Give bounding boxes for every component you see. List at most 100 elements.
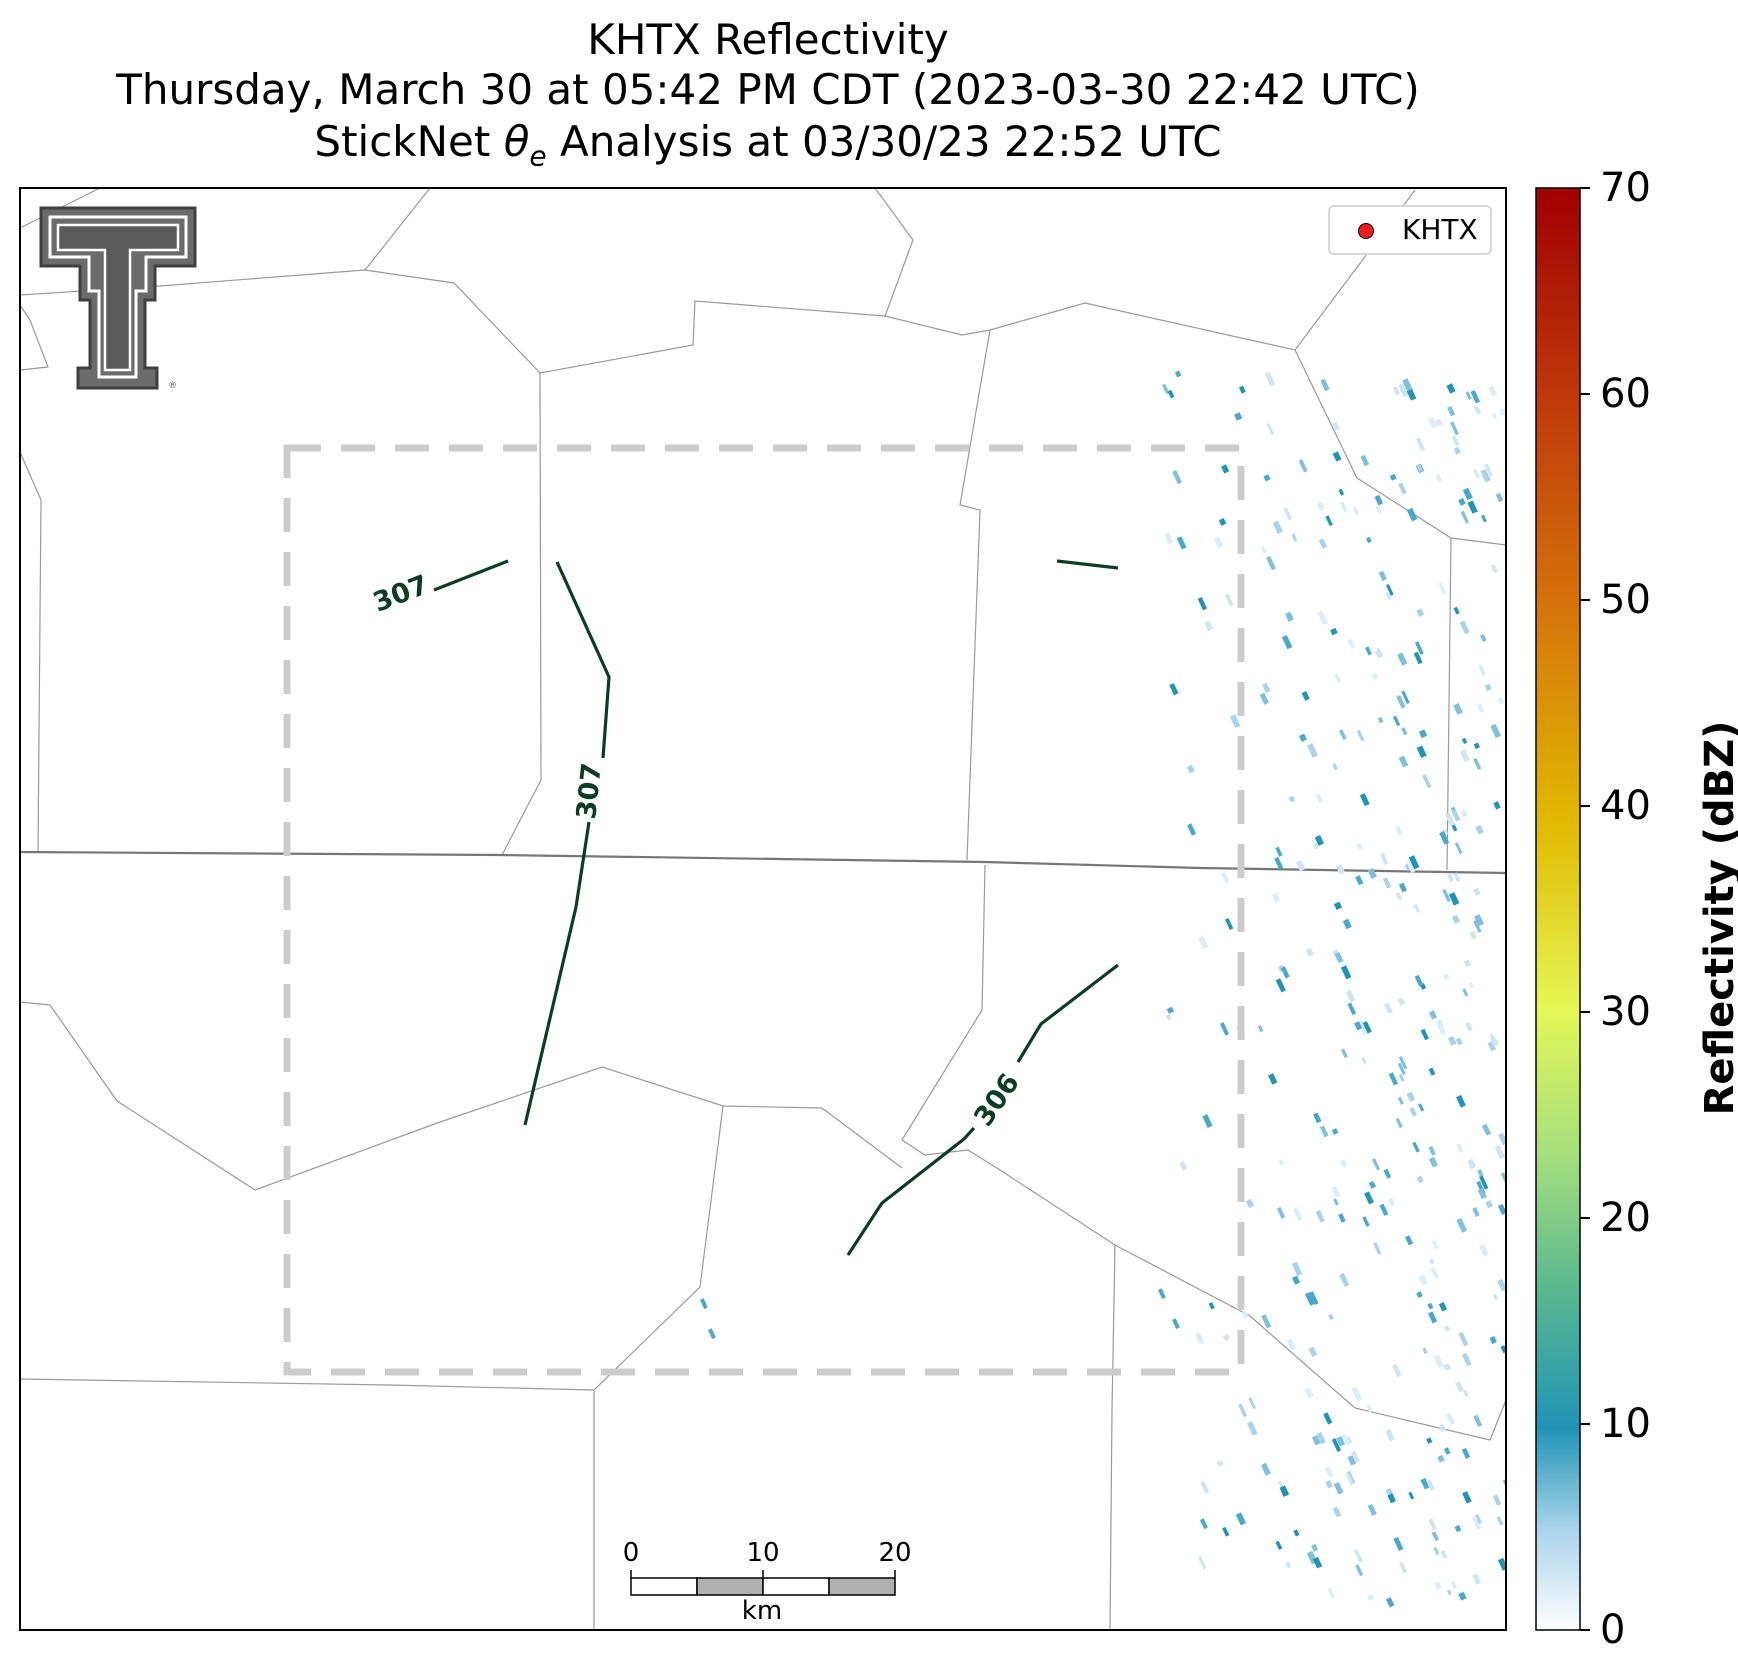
reflectivity-echo — [1490, 723, 1502, 739]
reflectivity-echo — [1465, 1022, 1473, 1032]
reflectivity-echo — [1406, 860, 1416, 874]
reflectivity-echo — [1275, 978, 1286, 993]
reflectivity-echo — [1416, 745, 1427, 759]
contour-307-central-north — [555, 561, 611, 759]
reflectivity-echo — [1476, 703, 1485, 713]
reflectivity-echo — [1461, 737, 1468, 745]
reflectivity-echo — [1475, 824, 1484, 835]
reflectivity-echo — [1362, 1216, 1370, 1227]
reflectivity-echo — [1428, 1067, 1436, 1076]
reflectivity-echo — [1325, 1480, 1333, 1489]
scale-bar-tick-label: 10 — [746, 1538, 780, 1568]
reflectivity-echo — [1443, 1325, 1451, 1332]
reflectivity-echo — [1213, 536, 1224, 549]
reflectivity-echo — [1308, 1346, 1318, 1357]
reflectivity-echo — [1342, 918, 1352, 930]
reflectivity-echo — [1471, 1516, 1482, 1530]
reflectivity-echo — [1298, 458, 1308, 473]
reflectivity-echo — [1392, 386, 1401, 396]
reflectivity-echo — [1388, 1072, 1399, 1086]
legend-label: KHTX — [1402, 213, 1478, 246]
reflectivity-echo — [1463, 959, 1472, 968]
reflectivity-echo — [1324, 1466, 1334, 1478]
reflectivity-echo — [1397, 652, 1408, 666]
reflectivity-echo — [1222, 1334, 1230, 1342]
reflectivity-echo — [1259, 692, 1269, 705]
reflectivity-echo — [1418, 1103, 1425, 1112]
reflectivity-echo — [1340, 965, 1352, 980]
scale-bar-unit: km — [741, 1596, 783, 1626]
reflectivity-echo — [1339, 501, 1348, 513]
colorbar — [1535, 187, 1581, 1631]
reflectivity-echo — [1333, 901, 1343, 910]
scale-bar-tick-label: 20 — [878, 1538, 912, 1568]
reflectivity-echo — [1456, 1143, 1464, 1153]
reflectivity-echo — [1492, 1494, 1502, 1506]
reflectivity-echo — [1385, 591, 1392, 601]
reflectivity-echo — [1428, 1311, 1438, 1324]
reflectivity-echo — [1496, 1516, 1504, 1526]
reflectivity-echo — [1285, 1561, 1292, 1569]
reflectivity-echo — [1495, 492, 1504, 503]
reflectivity-echo — [1435, 473, 1443, 483]
reflectivity-echo — [1238, 1403, 1248, 1418]
reflectivity-echo — [1235, 1512, 1247, 1526]
theta-e-contours — [433, 559, 1119, 1256]
reflectivity-echo — [1418, 1274, 1428, 1286]
reflectivity-echo — [1401, 690, 1410, 705]
reflectivity-echo — [1345, 1473, 1354, 1486]
reflectivity-echo — [1462, 1491, 1472, 1504]
reflectivity-echo — [1375, 505, 1382, 514]
reflectivity-echo — [1473, 1414, 1483, 1428]
colorbar-tick-label: 10 — [1600, 1401, 1651, 1447]
reflectivity-echo — [1395, 1117, 1403, 1129]
reflectivity-echo — [1366, 1593, 1375, 1602]
reflectivity-echo — [1485, 1200, 1494, 1209]
reflectivity-echo — [1175, 370, 1182, 378]
reflectivity-echo — [1200, 1480, 1210, 1495]
reflectivity-echo — [1398, 755, 1409, 768]
reflectivity-echo — [1418, 729, 1428, 739]
reflectivity-echo — [1353, 1548, 1363, 1563]
reflectivity-echo — [1332, 451, 1342, 462]
reflectivity-echo — [1313, 1112, 1322, 1124]
reflectivity-echo — [1373, 1242, 1382, 1255]
reflectivity-echo — [1469, 930, 1478, 940]
reflectivity-echo — [1200, 1518, 1208, 1530]
reflectivity-echo — [1368, 1180, 1376, 1189]
reflectivity-echo — [1498, 1203, 1506, 1215]
reflectivity-echo — [1219, 1022, 1230, 1036]
reflectivity-echo — [1472, 468, 1481, 479]
reflectivity-echo — [1393, 1536, 1404, 1551]
reflectivity-echo — [1461, 1352, 1472, 1367]
reflectivity-echo — [1341, 1433, 1351, 1447]
reflectivity-echo — [1262, 682, 1271, 694]
reflectivity-echo — [1305, 947, 1314, 957]
contour-label: 307 — [571, 761, 608, 820]
reflectivity-echo — [1317, 610, 1329, 626]
reflectivity-echo — [1229, 714, 1241, 729]
reflectivity-echo — [1312, 1556, 1323, 1569]
reflectivity-echo — [1461, 1447, 1471, 1459]
reflectivity-echo — [1475, 1514, 1483, 1525]
reflectivity-echo — [1447, 1035, 1457, 1046]
reflectivity-echo — [1311, 1544, 1319, 1552]
reflectivity-echo — [1391, 1363, 1402, 1378]
reflectivity-echo — [1490, 563, 1498, 574]
reflectivity-echo — [1378, 570, 1387, 582]
reflectivity-echo — [1331, 1438, 1342, 1453]
reflectivity-echo — [1291, 533, 1298, 542]
reflectivity-echo — [1422, 1347, 1428, 1355]
reflectivity-echo — [1398, 383, 1409, 398]
reflectivity-echo — [1319, 1125, 1329, 1138]
reflectivity-echo — [1260, 545, 1268, 555]
reflectivity-echo — [1359, 793, 1370, 807]
reflectivity-echo — [1304, 1387, 1314, 1399]
title-radar: KHTX Reflectivity — [587, 15, 949, 64]
reflectivity-echo — [1433, 1354, 1444, 1369]
reflectivity-echo — [1158, 1288, 1166, 1300]
reflectivity-echo — [1334, 673, 1342, 684]
reflectivity-echo — [1473, 405, 1482, 415]
reflectivity-echo — [1456, 1094, 1466, 1108]
reflectivity-echo — [1204, 620, 1214, 632]
